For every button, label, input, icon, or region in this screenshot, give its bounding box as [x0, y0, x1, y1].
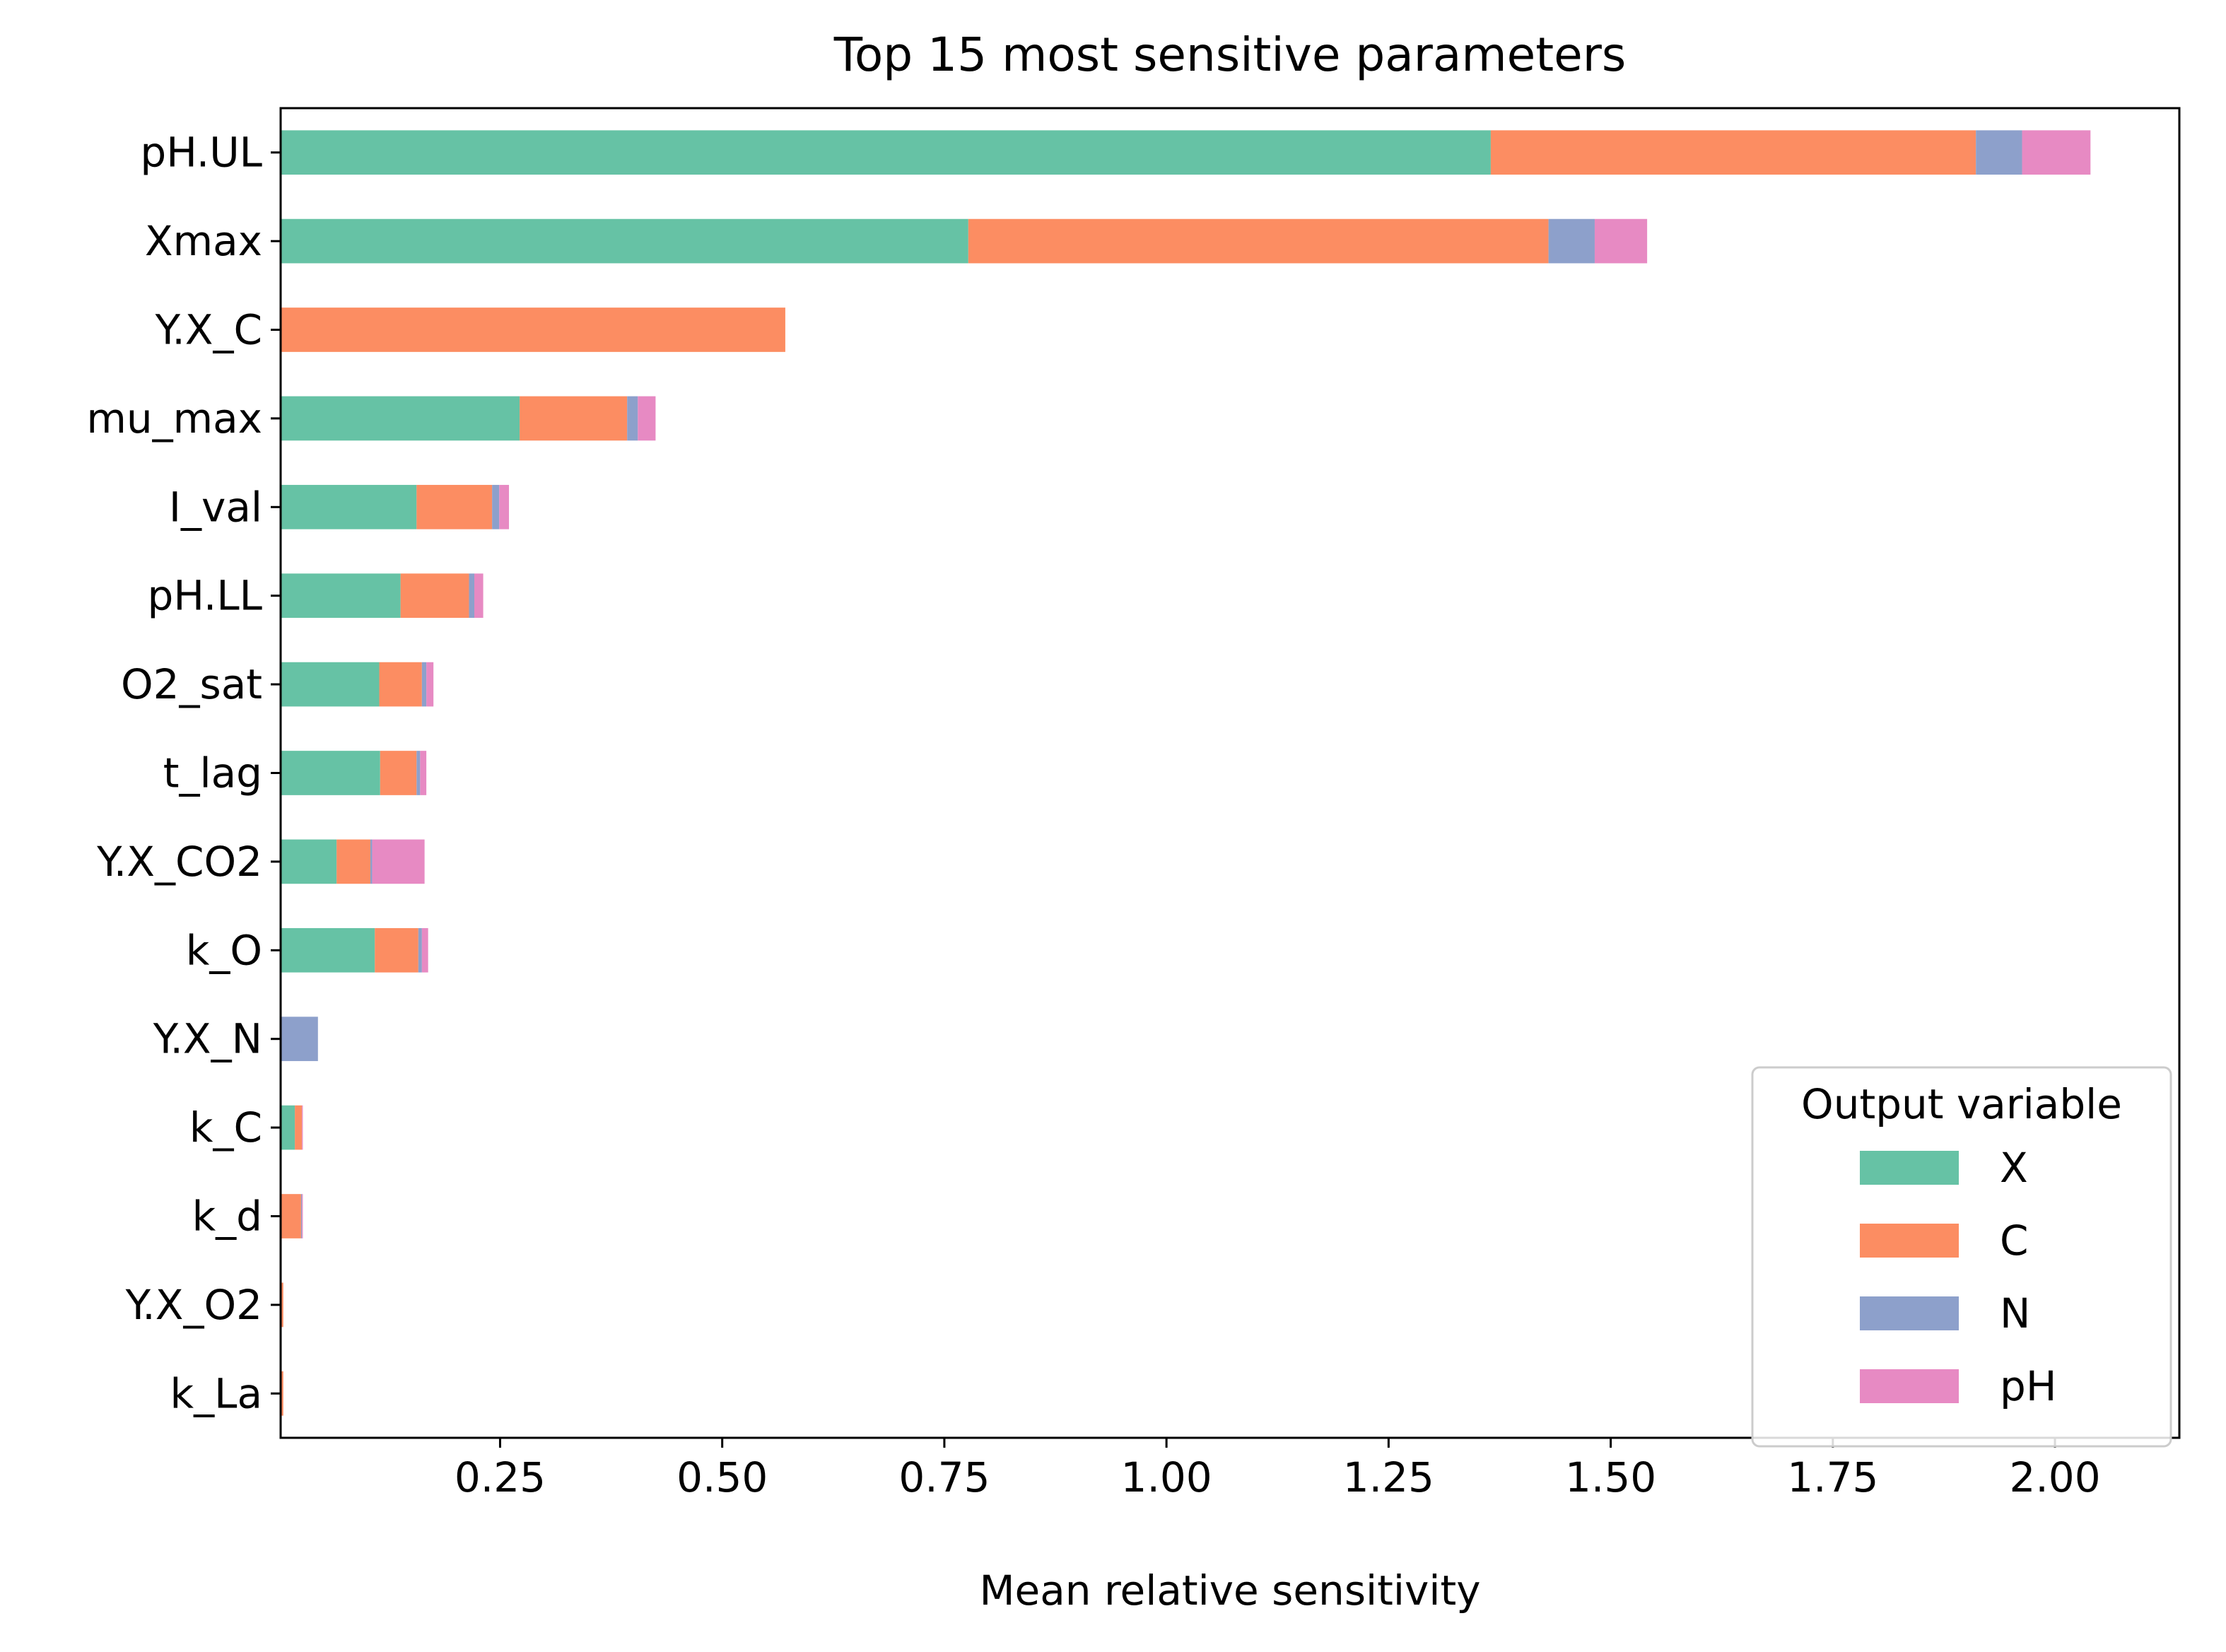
- bar-mu-max-n: [627, 396, 638, 441]
- x-tick-label: 0.75: [898, 1453, 990, 1501]
- bar-t-lag-x: [281, 751, 380, 795]
- bar-ph-ul-c: [1490, 130, 1976, 175]
- x-axis-ticks: 0.25 0.50 0.75 1.00 1.25 1.50 1.75 2.00: [455, 1438, 2101, 1501]
- y-tick-label: Y.X_N: [153, 1015, 262, 1063]
- bar-k-c-ph: [302, 1105, 303, 1150]
- bar-ph-ul-ph: [2022, 130, 2091, 175]
- y-tick-label: k_C: [189, 1103, 262, 1152]
- bar-i-val-x: [281, 484, 417, 529]
- bar-ph-ll-c: [400, 573, 469, 619]
- bar-k-o-c: [375, 927, 418, 973]
- legend-swatch-c: [1860, 1224, 1959, 1258]
- x-axis-label: Mean relative sensitivity: [979, 1566, 1480, 1615]
- x-tick-label: 1.25: [1343, 1453, 1434, 1501]
- x-tick-label: 1.75: [1787, 1453, 1878, 1501]
- y-tick-label: mu_max: [86, 394, 262, 443]
- bar-y-x-c-c: [281, 307, 785, 352]
- x-tick-label: 0.50: [676, 1453, 768, 1501]
- bar-mu-max-c: [520, 396, 628, 441]
- y-tick-label: t_lag: [163, 749, 262, 797]
- x-tick-label: 0.25: [455, 1453, 546, 1501]
- bar-xmax-c: [968, 218, 1549, 264]
- bar-i-val-c: [416, 484, 493, 529]
- bar-t-lag-n: [416, 751, 421, 795]
- bar-k-o-x: [281, 927, 375, 973]
- x-tick-label: 2.00: [2009, 1453, 2100, 1501]
- bar-o2-sat-c: [379, 662, 422, 707]
- x-tick-label: 1.00: [1121, 1453, 1212, 1501]
- legend-swatch-x: [1860, 1151, 1959, 1185]
- y-tick-label: k_La: [170, 1369, 262, 1417]
- bar-y-x-co2-n: [370, 839, 373, 884]
- bar-xmax-n: [1548, 218, 1595, 264]
- legend-label-ph: pH: [2000, 1362, 2056, 1410]
- bar-ph-ul-x: [281, 130, 1491, 175]
- y-tick-label: Y.X_C: [155, 306, 262, 354]
- legend-swatch-n: [1860, 1296, 1959, 1330]
- plot-frame: [279, 107, 2181, 1439]
- y-tick-label: k_d: [192, 1193, 262, 1241]
- bar-ph-ll-n: [469, 573, 475, 619]
- bar-ph-ul-n: [1976, 130, 2022, 175]
- bars-group: [281, 130, 2091, 1416]
- legend-label-x: X: [2000, 1144, 2028, 1192]
- y-axis-ticks: pH.UL Xmax Y.X_C mu_max I_val pH.LL O2_sat t_la…: [86, 129, 281, 1417]
- bar-k-d-c: [281, 1194, 301, 1238]
- bar-y-x-co2-c: [336, 839, 370, 884]
- y-tick-label: I_val: [169, 483, 262, 531]
- bar-ph-ll-x: [281, 573, 401, 619]
- bar-mu-max-ph: [638, 396, 656, 441]
- bar-t-lag-c: [380, 751, 417, 795]
- bar-i-val-ph: [499, 484, 510, 529]
- bar-y-x-co2-x: [281, 839, 337, 884]
- bar-k-c-c: [295, 1105, 303, 1150]
- bar-o2-sat-n: [421, 662, 427, 707]
- legend-label-n: N: [2000, 1289, 2030, 1337]
- x-tick-label: 1.50: [1565, 1453, 1656, 1501]
- y-tick-label: k_O: [186, 926, 262, 974]
- y-tick-label: Y.X_CO2: [96, 838, 262, 886]
- bar-k-c-x: [281, 1105, 295, 1150]
- y-tick-label: O2_sat: [121, 660, 262, 708]
- y-tick-label: pH.LL: [148, 572, 262, 620]
- legend-title: Output variable: [1801, 1080, 2122, 1128]
- bar-i-val-n: [492, 484, 500, 529]
- bar-t-lag-ph: [420, 751, 427, 795]
- bar-ph-ll-ph: [474, 573, 484, 619]
- bar-xmax-ph: [1594, 218, 1648, 264]
- bar-y-x-co2-ph: [372, 839, 425, 884]
- y-tick-label: pH.UL: [140, 129, 262, 177]
- legend-label-c: C: [2000, 1217, 2029, 1265]
- y-tick-label: Xmax: [145, 217, 262, 265]
- legend-swatch-ph: [1860, 1369, 1959, 1403]
- bar-y-x-o2-c: [281, 1282, 283, 1328]
- bar-k-o-ph: [421, 927, 428, 973]
- bar-k-d-ph: [302, 1194, 303, 1238]
- bar-o2-sat-x: [281, 662, 380, 707]
- bar-mu-max-x: [281, 396, 520, 441]
- bar-xmax-x: [281, 218, 968, 264]
- bar-k-la-c: [281, 1371, 283, 1416]
- bar-o2-sat-ph: [426, 662, 434, 707]
- legend-box: [1751, 1066, 2172, 1448]
- bar-k-d-n: [300, 1194, 303, 1238]
- y-tick-label: Y.X_O2: [125, 1281, 262, 1329]
- bar-k-o-n: [418, 927, 422, 973]
- bar-y-x-n-n: [281, 1017, 318, 1062]
- chart-title: Top 15 most sensitive parameters: [833, 28, 1626, 82]
